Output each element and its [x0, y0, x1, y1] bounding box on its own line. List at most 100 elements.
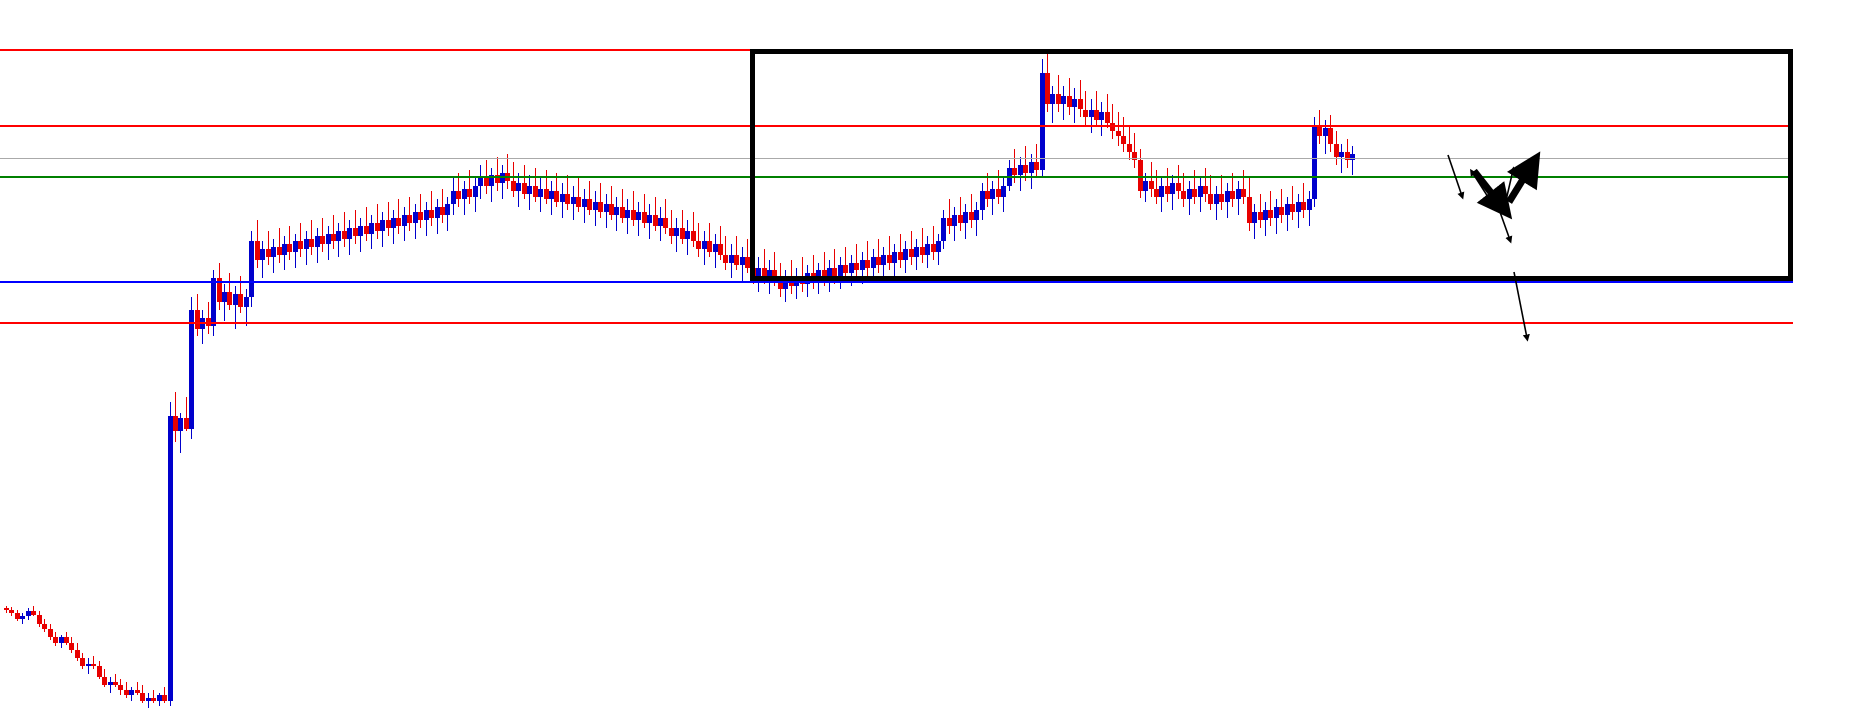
candle-body	[1170, 183, 1175, 194]
candle-wick	[1303, 183, 1304, 218]
candle-wick	[115, 674, 116, 688]
candle-body	[15, 613, 20, 619]
candle-body	[1132, 151, 1137, 160]
candle-body	[1301, 201, 1306, 210]
candle-body	[124, 690, 129, 696]
candle-wick	[709, 222, 710, 258]
candle-wick	[110, 676, 111, 693]
candle-body	[189, 310, 194, 429]
candle-wick	[900, 233, 901, 268]
candle-body	[1334, 143, 1339, 157]
candle-body	[827, 267, 832, 279]
candle-wick	[93, 655, 94, 669]
candle-body	[598, 201, 603, 213]
candle-body	[609, 204, 614, 216]
candle-body	[958, 215, 963, 223]
candle-body	[429, 209, 434, 218]
candle-body	[996, 188, 1001, 197]
candle-body	[843, 265, 848, 274]
plot-area[interactable]	[0, 0, 1793, 723]
candle-wick	[813, 254, 814, 289]
candle-wick	[922, 228, 923, 263]
candle-body	[1208, 193, 1213, 205]
candle-wick	[507, 154, 508, 189]
candle-body	[347, 228, 352, 239]
price-line-current-price[interactable]	[0, 158, 1793, 159]
candle-body	[222, 291, 227, 303]
candle-body	[500, 172, 505, 184]
candle-wick	[333, 215, 334, 250]
candle-body	[816, 270, 821, 281]
consolidation-range-box[interactable]	[750, 49, 1793, 281]
candle-wick	[409, 196, 410, 231]
candle-body	[685, 230, 690, 239]
candle-body	[309, 238, 314, 247]
price-line-support-lower[interactable]	[0, 322, 1793, 324]
candle-wick	[388, 201, 389, 237]
price-line-support-blue[interactable]	[0, 281, 1793, 283]
candle-body	[702, 241, 707, 250]
candle-wick	[1036, 143, 1037, 179]
candle-wick	[834, 249, 835, 284]
candle-wick	[911, 230, 912, 266]
price-axis[interactable]: 108.330107.830107.580107.335107.085106.8…	[1793, 0, 1871, 723]
candle-body	[255, 241, 260, 260]
candle-body	[1328, 127, 1333, 144]
candle-body	[102, 676, 107, 685]
candle-wick	[262, 241, 263, 279]
candle-body	[756, 267, 761, 276]
candle-body	[396, 217, 401, 226]
price-line-resistance-mid[interactable]	[0, 125, 1793, 127]
candle-body	[860, 259, 865, 271]
candle-body	[1116, 130, 1121, 136]
candle-wick	[235, 286, 236, 329]
price-line-support-green[interactable]	[0, 176, 1793, 178]
candle-body	[533, 186, 538, 197]
candle-wick	[469, 170, 470, 205]
candle-body	[342, 230, 347, 239]
candle-body	[358, 225, 363, 237]
candle-body	[903, 249, 908, 260]
candle-wick	[665, 199, 666, 234]
candle-wick	[987, 172, 988, 208]
candle-body	[1285, 204, 1290, 216]
candle-wick	[856, 244, 857, 279]
candle-wick	[148, 692, 149, 709]
candle-body	[658, 217, 663, 226]
candle-body	[642, 212, 647, 223]
candle-body	[1225, 191, 1230, 202]
candle-body	[952, 215, 957, 226]
candle-body	[418, 212, 423, 221]
candle-body	[898, 251, 903, 260]
candle-body	[162, 695, 167, 701]
candle-body	[963, 212, 968, 223]
candle-body	[614, 207, 619, 216]
candle-body	[320, 236, 325, 245]
candle-body	[113, 682, 118, 685]
candle-body	[593, 201, 598, 210]
candle-body	[1078, 98, 1083, 110]
candle-body	[1023, 164, 1028, 173]
candle-wick	[377, 204, 378, 239]
candle-wick	[971, 193, 972, 229]
candle-body	[762, 267, 767, 279]
candle-body	[1089, 109, 1094, 118]
candle-wick	[633, 191, 634, 226]
candle-wick	[1205, 167, 1206, 202]
candle-body	[538, 188, 543, 197]
candle-body	[146, 697, 151, 701]
candle-wick	[311, 220, 312, 255]
candle-body	[587, 199, 592, 210]
candle-wick	[1210, 175, 1211, 210]
candle-body	[1067, 96, 1072, 107]
candle-wick	[824, 251, 825, 287]
candle-body	[920, 246, 925, 255]
candle-body	[1241, 188, 1246, 197]
candle-body	[1274, 207, 1279, 218]
candle-body	[157, 695, 162, 701]
candle-body	[669, 228, 674, 237]
candle-body	[462, 188, 467, 200]
candle-body	[1219, 193, 1224, 202]
candle-wick	[224, 283, 225, 321]
candle-body	[277, 246, 282, 255]
